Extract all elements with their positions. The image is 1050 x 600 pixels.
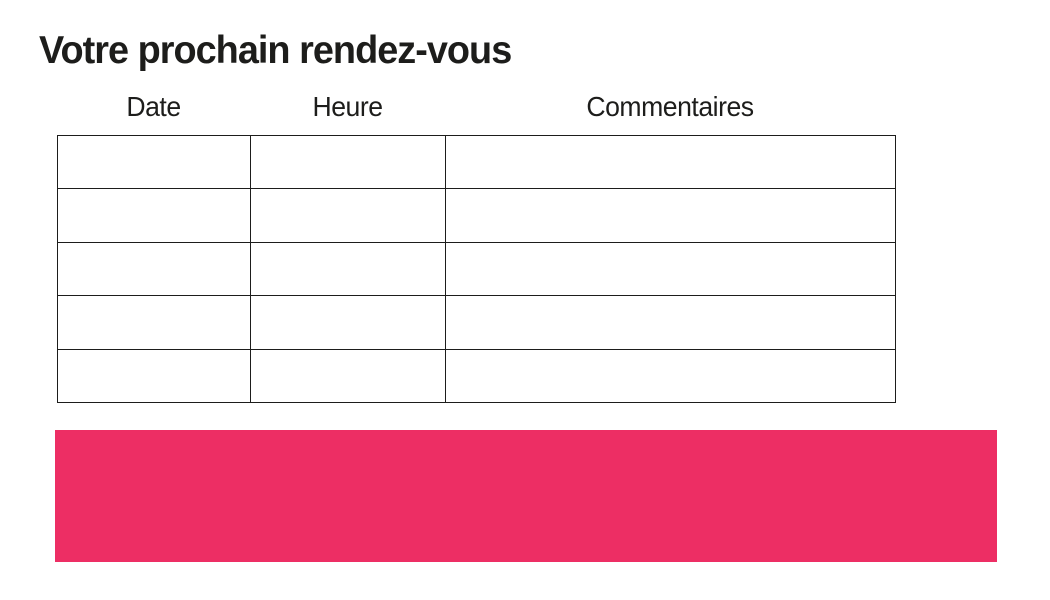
table-cell-date: [57, 188, 251, 243]
table-cell-date: [57, 241, 251, 297]
table-cell-commentaires: [445, 295, 896, 350]
table-cell-date: [57, 134, 251, 190]
table-cell-heure: [250, 348, 446, 403]
table-row: [57, 348, 896, 403]
column-header-heure: Heure: [312, 91, 383, 122]
table-cell-commentaires: [445, 241, 896, 297]
column-header-commentaires: Commentaires: [586, 91, 754, 122]
appointments-table-body: [57, 134, 896, 403]
table-row: [57, 241, 896, 297]
table-row: [57, 188, 896, 243]
pink-banner: [55, 430, 997, 562]
table-row: [57, 295, 896, 350]
table-header-row: Date Heure Commentaires: [57, 92, 895, 122]
table-cell-heure: [250, 134, 446, 190]
column-header-date: Date: [126, 91, 181, 122]
table-cell-heure: [250, 188, 446, 243]
table-cell-date: [57, 295, 251, 350]
table-cell-heure: [250, 241, 446, 297]
table-cell-date: [57, 348, 251, 403]
table-row: [57, 134, 896, 190]
table-cell-commentaires: [445, 134, 896, 190]
table-cell-commentaires: [445, 188, 896, 243]
page-title: Votre prochain rendez-vous: [39, 29, 512, 72]
appointments-table: [57, 134, 896, 403]
table-cell-commentaires: [445, 348, 896, 403]
table-cell-heure: [250, 295, 446, 350]
